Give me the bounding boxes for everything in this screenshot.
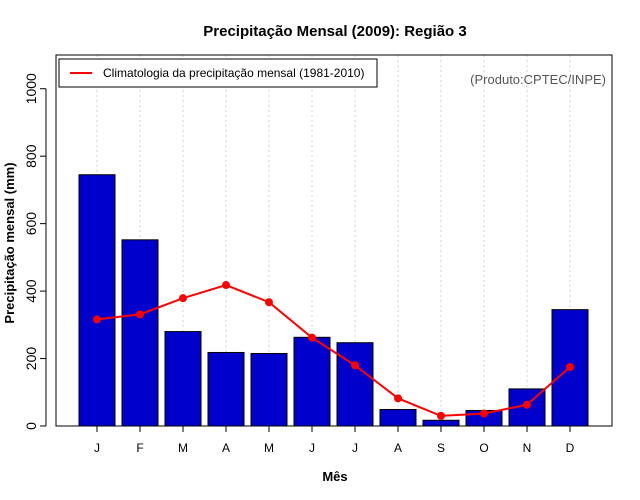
plot-frame	[55, 54, 613, 427]
x-tick-label: F	[136, 441, 143, 455]
y-tick-label: 1000	[23, 73, 39, 104]
climatology-point-9	[480, 409, 488, 418]
y-tick-label: 0	[23, 422, 39, 430]
chart-title: Precipitação Mensal (2009): Região 3	[203, 23, 466, 40]
climatology-point-10	[523, 400, 531, 409]
x-axis-label: Mês	[322, 469, 347, 484]
x-tick-label: D	[566, 441, 575, 455]
x-tick-label: M	[264, 441, 274, 455]
y-tick-label: 800	[23, 144, 39, 168]
source-annotation: (Produto:CPTEC/INPE)	[470, 72, 606, 87]
x-tick-label: M	[178, 441, 188, 455]
x-tick-label: A	[394, 441, 402, 455]
x-tick-label: J	[94, 441, 100, 455]
climatology-point-5	[308, 333, 316, 342]
legend-label: Climatologia da precipitação mensal (198…	[103, 66, 364, 80]
x-tick-label: A	[222, 441, 230, 455]
climatology-point-0	[93, 315, 101, 324]
legend: Climatologia da precipitação mensal (198…	[58, 58, 378, 88]
climatology-line	[96, 283, 571, 417]
x-tick-label: N	[523, 441, 532, 455]
climatology-point-8	[437, 411, 445, 420]
bar-2	[164, 331, 202, 427]
climatology-point-6	[351, 361, 359, 370]
y-tick-label: 200	[23, 347, 39, 371]
y-axis-label: Precipitação mensal (mm)	[2, 162, 17, 323]
x-tick-label: J	[309, 441, 315, 455]
bar-5	[293, 336, 331, 427]
x-tick-label: J	[352, 441, 358, 455]
climatology-point-4	[265, 298, 273, 307]
bar-7	[379, 408, 417, 427]
y-tick-label: 600	[23, 212, 39, 236]
climatology-point-7	[394, 394, 402, 403]
climatology-point-11	[566, 362, 574, 371]
bar-3	[207, 351, 245, 427]
bar-0	[78, 174, 116, 427]
bar-4	[250, 352, 288, 427]
y-axis: 0 200 400 600 800 1000	[23, 73, 47, 430]
x-tick-label: O	[479, 441, 488, 455]
climatology-point-2	[179, 294, 187, 303]
climatology-point-3	[222, 281, 230, 290]
climatology-point-1	[136, 310, 144, 319]
bar-8	[422, 419, 460, 427]
bar-6	[336, 342, 374, 427]
bar-1	[121, 239, 159, 427]
x-tick-label: S	[437, 441, 445, 455]
y-tick-label: 400	[23, 279, 39, 303]
legend-box	[58, 58, 378, 88]
bar-series	[78, 174, 589, 427]
climatology-series	[93, 281, 574, 420]
